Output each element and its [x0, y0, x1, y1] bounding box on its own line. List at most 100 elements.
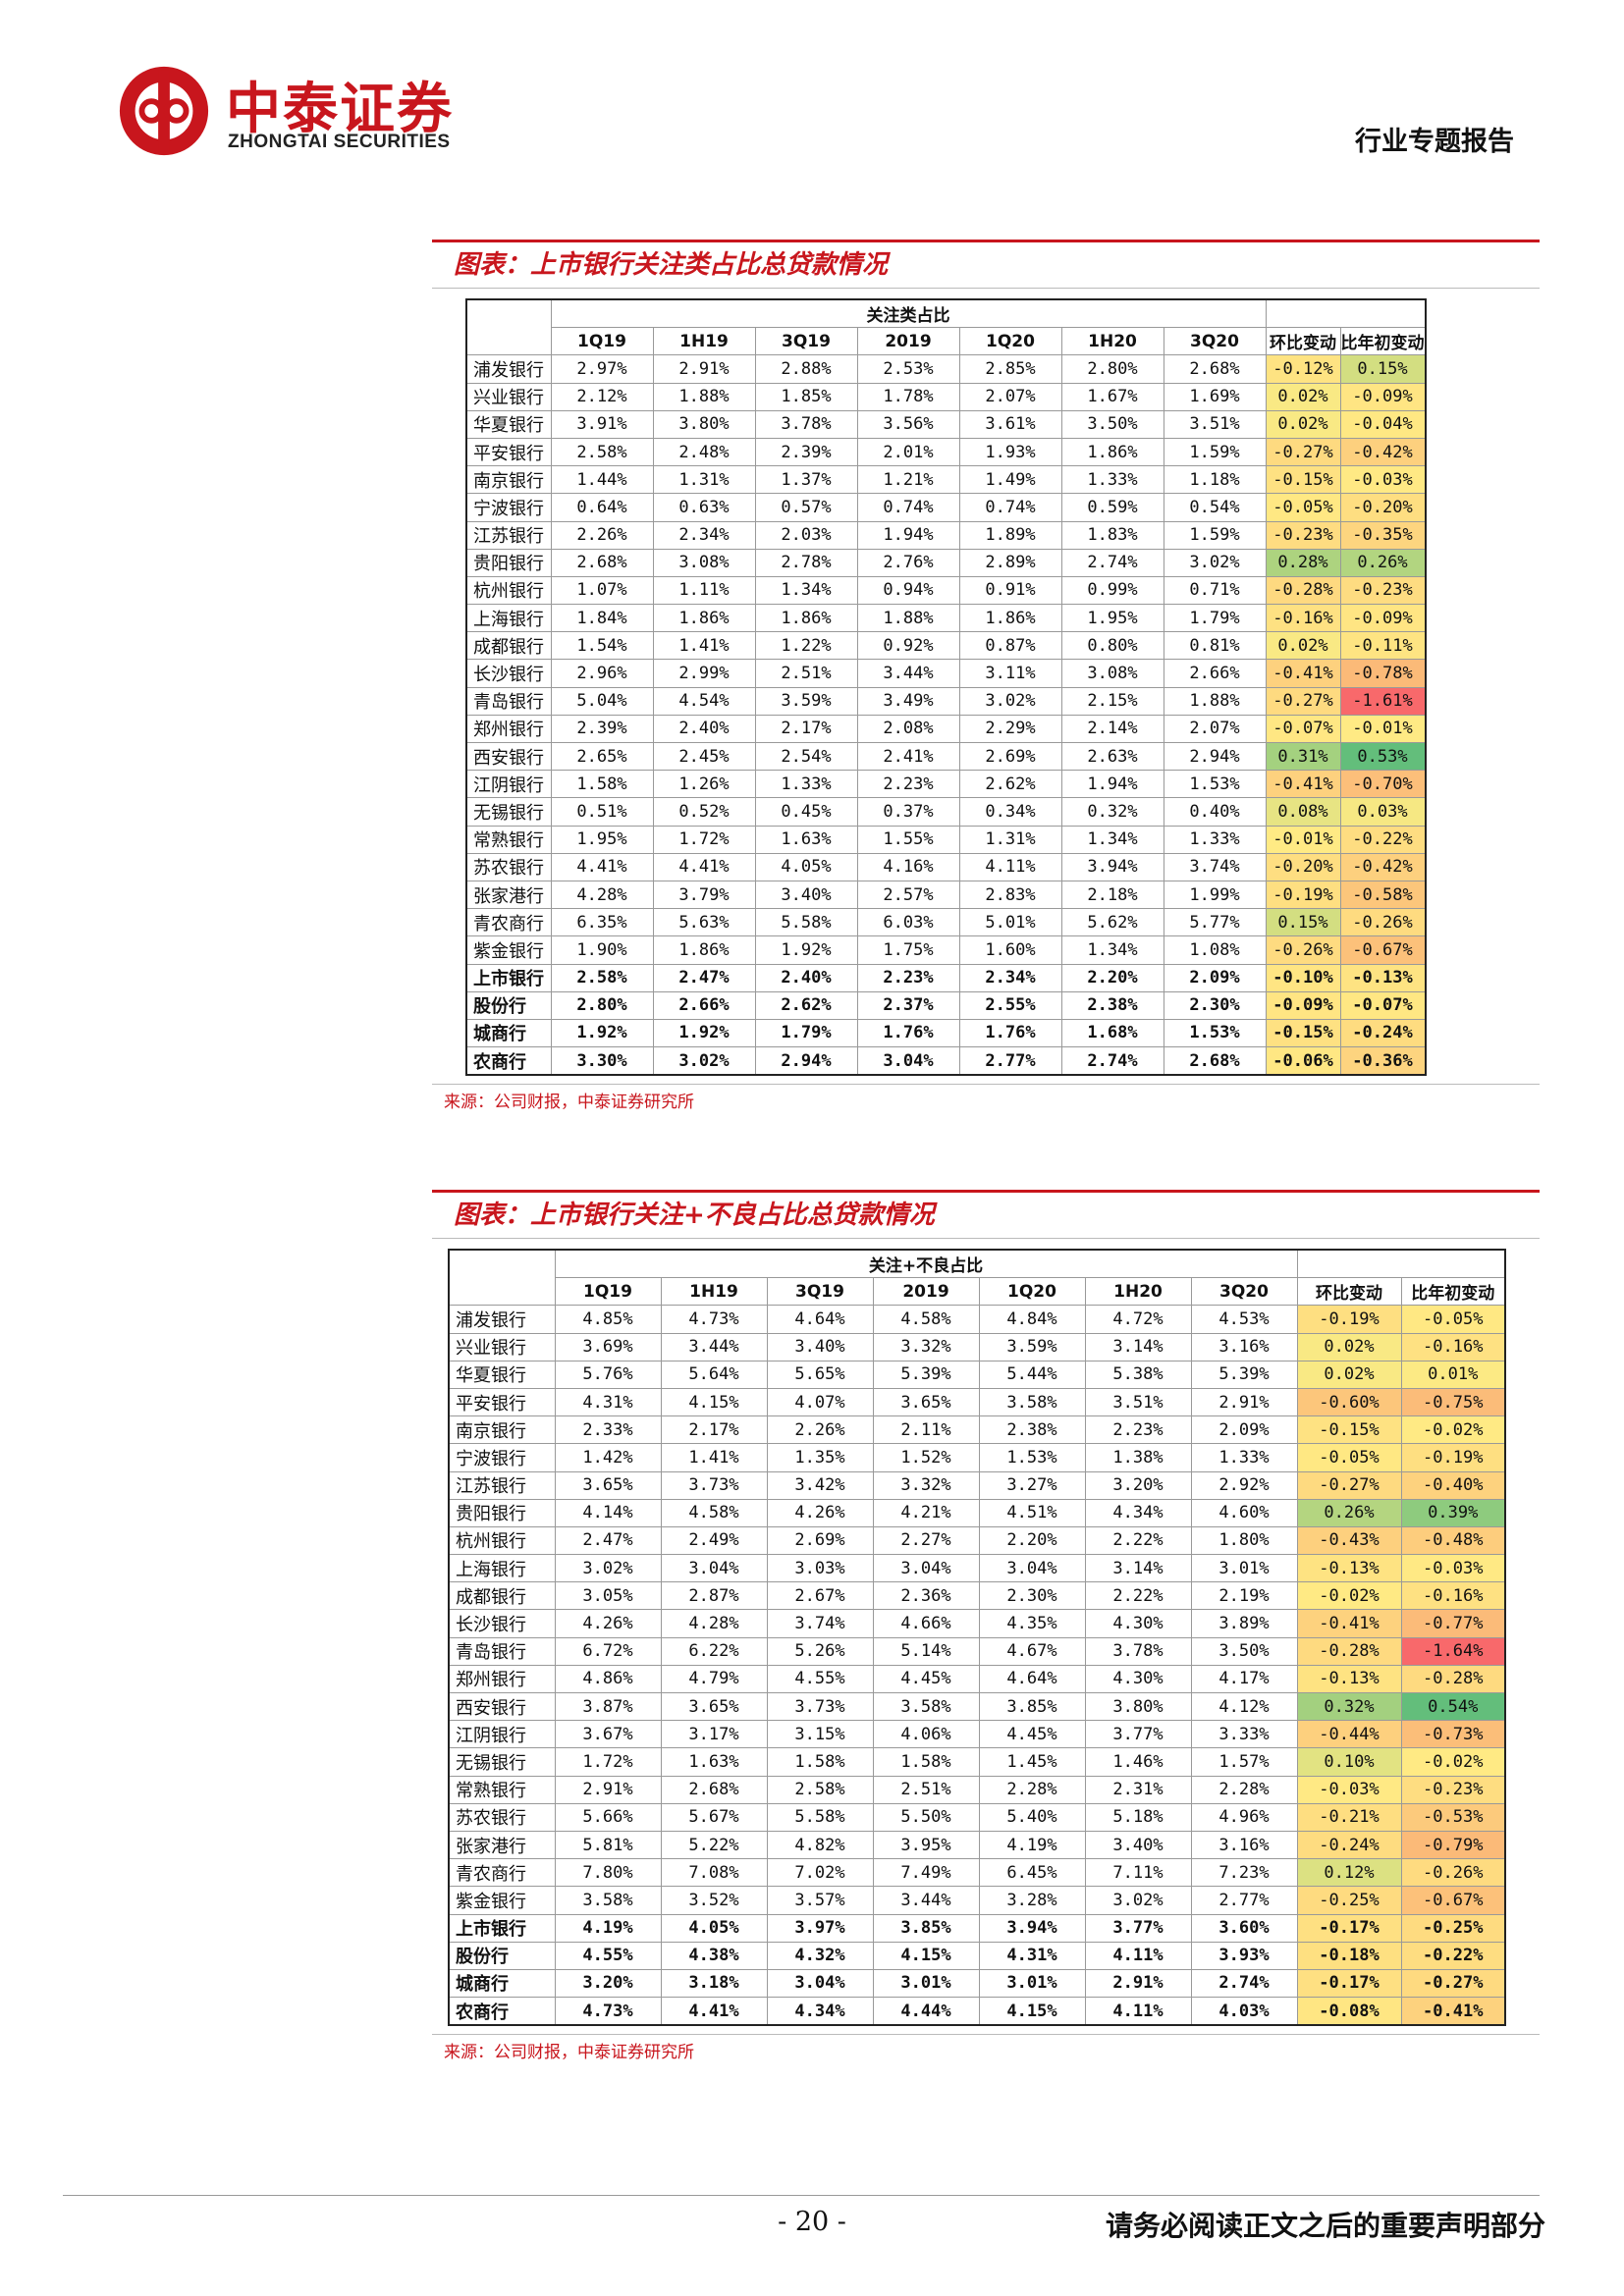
value-cell: 3.16% [1190, 1830, 1298, 1860]
value-cell: 2.20% [978, 1525, 1086, 1556]
value-cell: 1.86% [1060, 437, 1164, 467]
value-cell: 1.59% [1163, 520, 1267, 550]
table-row: 西安银行 3.87% 3.65% 3.73% 3.58% 3.85% 3.80% 4.12% 0… [448, 1691, 1506, 1722]
value-cell: 0.92% [856, 631, 960, 661]
value-cell: 2.91% [1084, 1968, 1192, 1999]
value-cell: 4.28% [550, 880, 654, 910]
ytd-change-cell: -1.61% [1339, 686, 1426, 716]
value-cell: 4.64% [766, 1305, 874, 1334]
value-cell: 4.41% [550, 852, 654, 881]
change-column-header: 比年初变动 [1339, 327, 1426, 356]
value-cell: 5.39% [1190, 1360, 1298, 1389]
value-cell: 1.55% [856, 825, 960, 854]
value-cell: 1.86% [652, 935, 756, 965]
value-cell: 5.40% [978, 1802, 1086, 1832]
value-cell: 2.87% [660, 1581, 768, 1611]
value-cell: 3.80% [652, 409, 756, 439]
value-cell: 2.47% [652, 963, 756, 992]
qoq-change-cell: -0.25% [1296, 1886, 1402, 1915]
bank-name-cell: 城商行 [448, 1968, 556, 1999]
qoq-change-cell: -0.10% [1265, 963, 1341, 992]
ytd-change-cell: -0.53% [1400, 1802, 1506, 1832]
value-cell: 3.08% [1060, 659, 1164, 688]
value-cell: 2.47% [554, 1525, 662, 1556]
data-table: 关注+不良占比 1Q19 1H19 3Q19 2019 1Q20 1H20 3Q20 环比变动比… [448, 1249, 1506, 2027]
value-cell: 6.72% [554, 1636, 662, 1666]
qoq-change-cell: -0.24% [1296, 1830, 1402, 1860]
value-cell: 2.58% [766, 1775, 874, 1804]
value-cell: 3.32% [872, 1332, 980, 1362]
value-cell: 4.85% [554, 1305, 662, 1334]
value-cell: 2.67% [766, 1581, 874, 1611]
value-cell: 3.16% [1190, 1332, 1298, 1362]
value-cell: 2.34% [958, 963, 1062, 992]
value-cell: 1.41% [652, 631, 756, 661]
table-row: 宁波银行 1.42% 1.41% 1.35% 1.52% 1.53% 1.38% 1.33% -… [448, 1443, 1506, 1472]
value-cell: 3.85% [872, 1913, 980, 1943]
value-cell: 4.32% [766, 1941, 874, 1970]
qoq-change-cell: -0.05% [1265, 493, 1341, 522]
ytd-change-cell: -0.22% [1400, 1941, 1506, 1970]
qoq-change-cell: -0.13% [1296, 1664, 1402, 1694]
value-cell: 2.68% [550, 548, 654, 577]
value-cell: 2.48% [652, 437, 756, 467]
value-cell: 7.02% [766, 1858, 874, 1888]
value-cell: 1.57% [1190, 1747, 1298, 1777]
value-cell: 1.84% [550, 604, 654, 633]
column-header: 3Q19 [766, 1277, 874, 1307]
bank-name-cell: 江阴银行 [448, 1720, 556, 1749]
table-row: 青农商行 6.35% 5.63% 5.58% 6.03% 5.01% 5.62% 5.77% 0… [465, 908, 1426, 937]
qoq-change-cell: -0.21% [1296, 1802, 1402, 1832]
value-cell: 1.67% [1060, 382, 1164, 411]
value-cell: 3.61% [958, 409, 1062, 439]
bank-name-cell: 上海银行 [448, 1554, 556, 1583]
value-cell: 5.44% [978, 1360, 1086, 1389]
qoq-change-cell: -0.19% [1265, 880, 1341, 910]
table-row: 青岛银行 5.04% 4.54% 3.59% 3.49% 3.02% 2.15% 1.88% -… [465, 686, 1426, 716]
ytd-change-cell: -0.73% [1400, 1720, 1506, 1749]
value-cell: 3.50% [1060, 409, 1164, 439]
ytd-change-cell: -0.13% [1339, 963, 1426, 992]
value-cell: 2.23% [856, 963, 960, 992]
value-cell: 2.94% [754, 1046, 858, 1076]
qoq-change-cell: -0.06% [1265, 1046, 1341, 1076]
value-cell: 3.15% [766, 1720, 874, 1749]
value-cell: 1.35% [766, 1443, 874, 1472]
value-cell: 1.31% [652, 465, 756, 495]
ytd-change-cell: -0.22% [1339, 825, 1426, 854]
bank-name-cell: 成都银行 [465, 631, 552, 661]
column-header: 1Q19 [554, 1277, 662, 1307]
bank-name-cell: 成都银行 [448, 1581, 556, 1611]
value-cell: 2.66% [652, 990, 756, 1020]
value-cell: 1.63% [754, 825, 858, 854]
value-cell: 4.96% [1190, 1802, 1298, 1832]
value-cell: 1.42% [554, 1443, 662, 1472]
table-row: 无锡银行 0.51% 0.52% 0.45% 0.37% 0.34% 0.32% 0.40% 0… [465, 797, 1426, 827]
value-cell: 3.80% [1084, 1691, 1192, 1722]
bank-name-cell: 杭州银行 [448, 1525, 556, 1556]
value-cell: 0.45% [754, 797, 858, 827]
table-row: 城商行 1.92% 1.92% 1.79% 1.76% 1.76% 1.68% 1.53% -0… [465, 1018, 1426, 1048]
value-cell: 1.31% [958, 825, 1062, 854]
value-cell: 2.45% [652, 741, 756, 772]
qoq-change-cell: 0.26% [1296, 1498, 1402, 1527]
qoq-change-cell: -0.13% [1296, 1554, 1402, 1583]
value-cell: 3.02% [958, 686, 1062, 716]
table-row: 青农商行 7.80% 7.08% 7.02% 7.49% 6.45% 7.11% 7.23% 0… [448, 1858, 1506, 1888]
bank-name-cell: 浦发银行 [448, 1305, 556, 1334]
value-cell: 2.18% [1060, 880, 1164, 910]
value-cell: 5.22% [660, 1830, 768, 1860]
value-cell: 4.82% [766, 1830, 874, 1860]
value-cell: 3.79% [652, 880, 756, 910]
bank-name-cell: 长沙银行 [448, 1609, 556, 1638]
value-cell: 3.18% [660, 1968, 768, 1999]
table-row: 江苏银行 3.65% 3.73% 3.42% 3.32% 3.27% 3.20% 2.92% -… [448, 1470, 1506, 1500]
value-cell: 2.91% [554, 1775, 662, 1804]
logo-chinese-name: 中泰证券 [226, 78, 454, 141]
value-cell: 2.36% [872, 1581, 980, 1611]
value-cell: 2.39% [754, 437, 858, 467]
table-row: 张家港行 5.81% 5.22% 4.82% 3.95% 4.19% 3.40% 3.16% -… [448, 1830, 1506, 1860]
value-cell: 3.01% [978, 1968, 1086, 1999]
table-row: 郑州银行 4.86% 4.79% 4.55% 4.45% 4.64% 4.30% 4.17% -… [448, 1664, 1506, 1694]
value-cell: 4.19% [978, 1830, 1086, 1860]
